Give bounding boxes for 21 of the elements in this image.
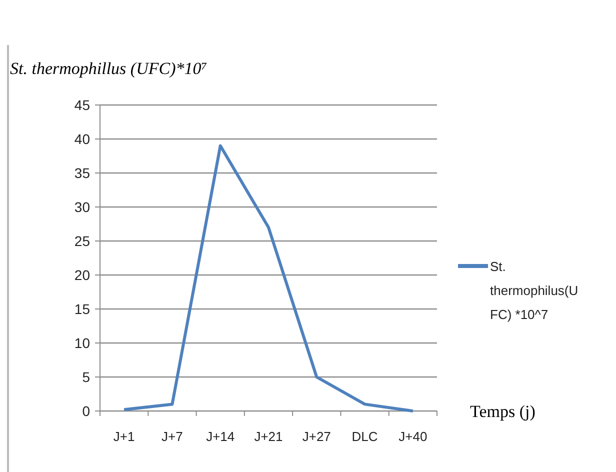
line-series — [122, 144, 414, 412]
y-tick-label: 35 — [74, 165, 90, 181]
x-tick-label: DLC — [352, 429, 378, 444]
x-tick-label: J+7 — [162, 429, 183, 444]
y-tick-label: 40 — [74, 131, 90, 147]
y-axis-title: St. thermophillus (UFC)*10⁷ — [10, 59, 208, 78]
y-tick-label: 10 — [74, 335, 90, 351]
x-tick-label: J+14 — [206, 429, 235, 444]
x-tick-label: J+40 — [398, 429, 428, 444]
y-tick-label: 15 — [74, 301, 90, 317]
y-tick-label: 20 — [74, 267, 90, 283]
x-axis-title: Temps (j) — [470, 402, 536, 421]
x-tick-label: J+21 — [254, 429, 283, 444]
y-tick-label: 30 — [74, 199, 90, 215]
x-tick-label: J+27 — [302, 429, 331, 444]
x-tick-label: J+1 — [113, 429, 135, 444]
y-tick-label: 5 — [82, 369, 90, 385]
legend-label: St. thermophilus(UFC) *10^7 — [490, 259, 578, 322]
y-tick-label: 0 — [82, 403, 90, 419]
y-tick-label: 45 — [74, 97, 90, 113]
y-tick-label: 25 — [74, 233, 90, 249]
